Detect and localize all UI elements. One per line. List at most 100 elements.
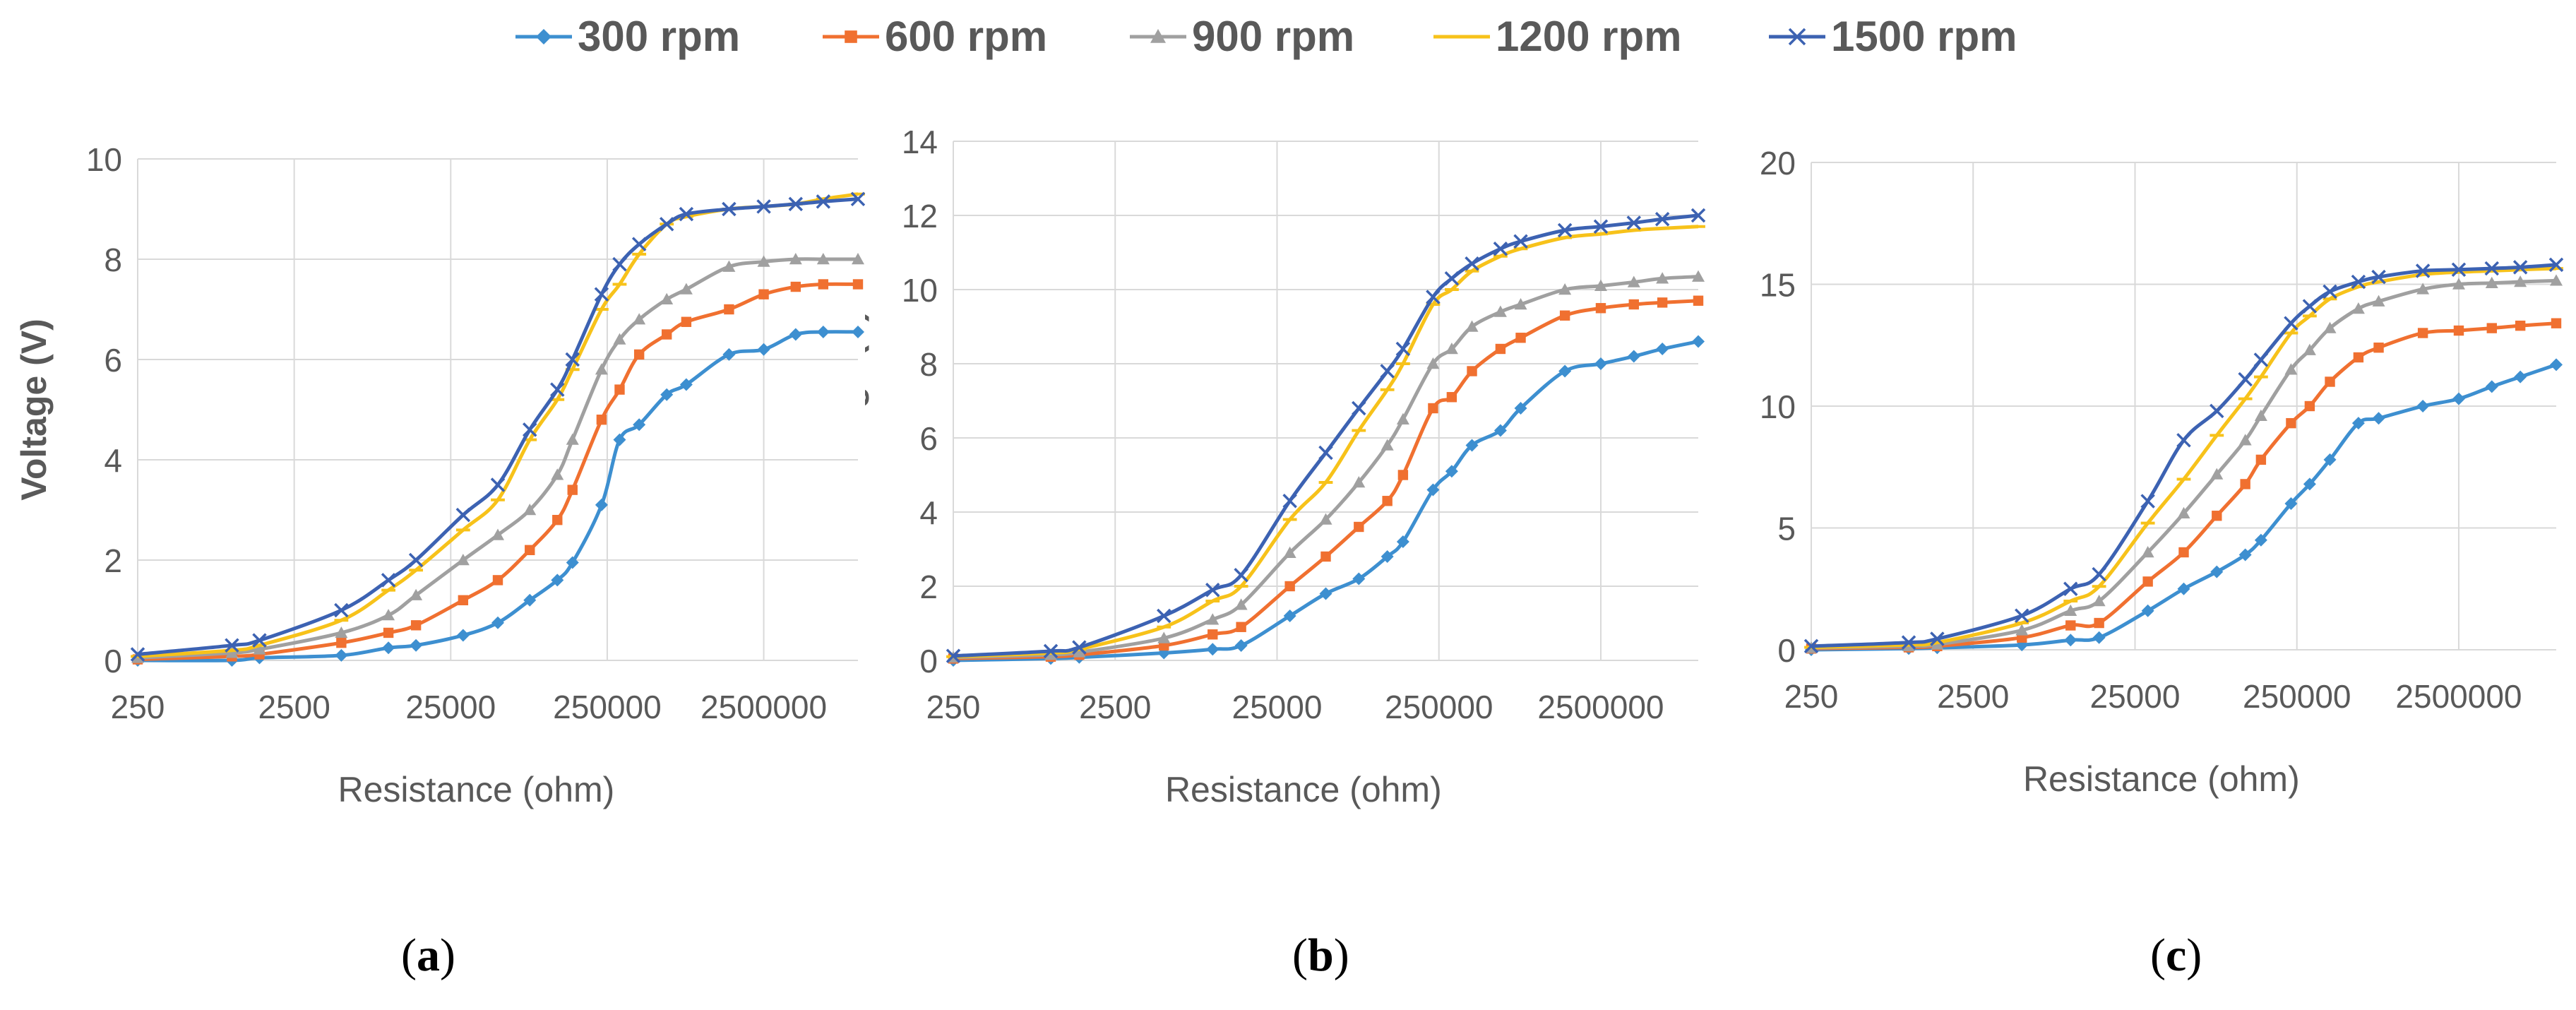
data-point-2-18 [1627,275,1640,287]
data-point-1-10 [2255,454,2267,465]
y-tick-label-5: 10 [86,141,122,178]
chart-legend: 300 rpm 600 rpm 900 rpm 1200 rpm 1500 rpm [515,13,2017,60]
data-point-0-16 [1558,364,1572,378]
data-point-1-13 [1467,366,1477,376]
y-tick-label-0: 0 [919,643,938,679]
data-point-2-15 [2372,295,2385,307]
legend-marker-4 [1788,28,1806,46]
data-point-0-6 [456,629,470,642]
series-line-2 [953,275,1699,660]
data-point-4-19 [1654,212,1670,227]
data-point-1-17 [758,289,769,299]
data-point-1-12 [614,384,625,395]
data-point-2-11 [2284,363,2298,375]
data-point-4-3 [1157,608,1171,624]
data-point-2-6 [1283,546,1296,558]
series-line-3 [953,225,1699,659]
series-line-1 [1811,321,2557,650]
data-point-2-15 [679,283,693,295]
data-point-0-19 [1656,343,1669,355]
x-tick-label-4: 2500000 [1537,689,1664,725]
data-point-1-11 [2286,417,2296,429]
data-point-1-13 [633,349,645,360]
data-point-0-5 [410,638,423,652]
y-tick-label-1: 2 [919,569,938,605]
data-point-2-1 [225,646,239,658]
x-axis-title: Resistance (ohm) [338,770,615,809]
data-point-2-12 [613,333,626,345]
data-point-2-8 [2210,468,2224,480]
data-point-4-0 [130,647,145,662]
data-point-4-10 [565,352,580,367]
data-point-2-13 [2323,321,2337,333]
x-tick-label-1: 2500 [258,689,330,725]
data-point-4-12 [612,256,627,272]
data-point-0-8 [2210,565,2224,578]
series-line-0 [137,330,859,663]
x-tick-label-2: 25000 [1232,689,1323,725]
data-point-0-13 [633,418,646,432]
legend-item-2: 900 rpm [1130,13,1354,60]
data-point-0-4 [382,641,395,655]
data-point-2-8 [523,504,537,516]
data-point-4-11 [2284,316,2298,331]
series-4 [946,208,1706,663]
data-point-1-12 [1446,392,1457,403]
series-2 [947,270,1705,663]
data-point-0-11 [595,498,608,511]
data-point-1-14 [1495,343,1506,355]
data-point-4-12 [2302,299,2318,314]
y-axis-title: Voltage (V) [865,310,869,492]
data-point-0-18 [1627,350,1640,363]
series-0 [1805,358,2563,656]
data-point-0-11 [1426,483,1440,497]
data-point-1-17 [2453,325,2464,336]
x-tick-label-3: 250000 [2243,678,2351,715]
legend-label-2: 900 rpm [1192,13,1354,60]
data-point-1-8 [525,545,535,555]
panel-label-c-letter: c [2165,929,2187,981]
data-point-4-4 [2063,581,2078,596]
data-point-2-19 [816,253,830,265]
data-point-0-6 [2141,604,2154,617]
data-point-2-16 [2416,283,2430,295]
data-point-0-14 [2351,417,2365,430]
data-point-4-19 [2512,260,2528,275]
data-point-2-10 [1396,412,1409,424]
data-point-0-16 [722,347,736,361]
data-point-1-10 [567,485,578,495]
data-point-1-6 [1284,581,1295,592]
series-line-1 [953,299,1699,660]
data-point-2-13 [1465,320,1479,332]
data-point-1-14 [661,329,672,340]
data-point-4-11 [594,287,609,302]
data-point-2-20 [1692,270,1705,282]
data-point-2-12 [1445,343,1458,355]
series-line-0 [953,340,1699,663]
data-point-2-8 [1352,476,1366,488]
data-point-2-7 [491,528,504,540]
data-point-4-18 [1626,215,1642,230]
data-point-0-16 [2416,400,2430,412]
data-point-1-11 [1428,403,1438,414]
data-point-1-17 [1595,303,1606,314]
data-point-4-1 [1043,643,1059,659]
data-point-0-12 [2303,477,2316,491]
data-point-1-3 [336,637,347,648]
series-line-2 [1811,278,2557,650]
data-point-1-15 [1515,333,1526,343]
x-tick-label-3: 250000 [1385,689,1493,725]
x-tick-label-0: 250 [1784,678,1839,715]
series-4 [130,191,865,662]
data-point-0-5 [2092,631,2106,644]
data-point-4-5 [408,552,424,568]
legend-item-4: 1500 rpm [1769,13,2017,60]
data-point-2-18 [789,253,802,265]
data-point-0-18 [2485,380,2498,393]
legend-label-4: 1500 rpm [1831,13,2017,60]
y-tick-label-7: 14 [902,124,938,160]
data-point-4-17 [2451,262,2467,278]
data-point-4-18 [788,196,804,212]
data-point-4-5 [2092,566,2106,582]
data-point-2-9 [551,468,564,480]
